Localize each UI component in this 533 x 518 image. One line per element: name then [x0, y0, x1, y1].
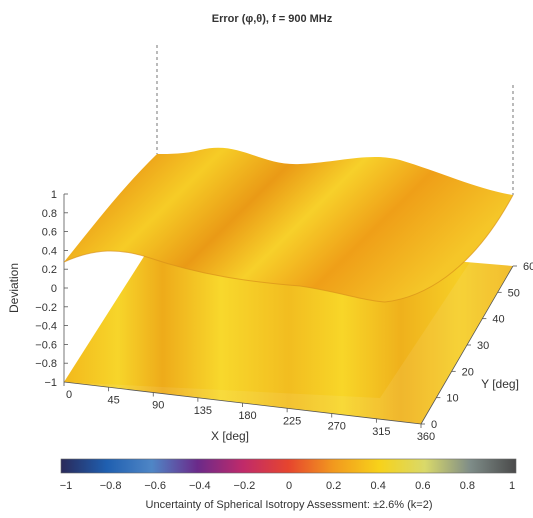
- colorbar-ticks: −1 −0.8 −0.6 −0.4 −0.2 0 0.2 0.4 0.6 0.8 1: [60, 480, 515, 492]
- x-tick-label: 135: [194, 405, 212, 417]
- colorbar-tick-label: 0.8: [460, 480, 475, 492]
- y-tick-label: 10: [446, 393, 458, 405]
- y-axis-ticks: 0 10 20 30 40 50 60: [421, 261, 533, 431]
- z-tick-label: 0.6: [42, 227, 57, 239]
- x-tick-label: 315: [372, 426, 390, 438]
- z-axis-label: Deviation: [7, 263, 21, 313]
- y-tick-label: 20: [462, 366, 474, 378]
- colorbar-tick-label: 0: [286, 480, 292, 492]
- z-tick-label: −0.4: [35, 321, 57, 333]
- x-axis-ticks: 0 45 90 135 180 225 270 315 360: [63, 382, 435, 443]
- colorbar-tick-label: −1: [60, 480, 73, 492]
- y-tick-label: 0: [431, 419, 437, 431]
- z-tick-label: 0.2: [42, 264, 57, 276]
- colorbar-tick-label: 0.4: [371, 480, 386, 492]
- x-tick-label: 45: [108, 394, 120, 406]
- y-tick-label: 40: [492, 314, 504, 326]
- bottom-surface-shading: [64, 262, 513, 424]
- colorbar-tick-label: −0.6: [144, 480, 166, 492]
- colorbar-tick-label: 0.2: [326, 480, 341, 492]
- colorbar-tick-label: −0.8: [100, 480, 122, 492]
- colorbar-tick-label: −0.2: [234, 480, 256, 492]
- colorbar-label: Uncertainty of Spherical Isotropy Assess…: [146, 499, 433, 511]
- colorbar-tick-label: 0.6: [415, 480, 430, 492]
- colorbar-tick-label: −0.4: [189, 480, 211, 492]
- x-tick-label: 270: [328, 421, 346, 433]
- z-tick-label: 0.8: [42, 208, 57, 220]
- z-tick-label: −1: [44, 377, 57, 389]
- colorbar: [60, 458, 517, 474]
- x-tick-label: 0: [66, 389, 72, 401]
- chart-title: Error (φ,θ), f = 900 MHz: [212, 13, 333, 25]
- y-axis-label: Y [deg]: [481, 377, 519, 391]
- z-tick-label: −0.8: [35, 358, 57, 370]
- z-tick-label: 0.4: [42, 245, 57, 257]
- colorbar-tick-label: 1: [509, 480, 515, 492]
- top-surface-front-edge: [63, 194, 514, 303]
- x-axis-label: X [deg]: [211, 429, 249, 443]
- x-tick-label: 90: [152, 400, 164, 412]
- z-tick-label: −0.2: [35, 302, 57, 314]
- z-tick-label: 0: [51, 283, 57, 295]
- top-surface: [64, 147, 513, 302]
- z-tick-label: −0.6: [35, 339, 57, 351]
- z-axis-ticks: −1 −0.8 −0.6 −0.4 −0.2 0 0.2 0.4 0.6 0.8 1: [35, 189, 68, 389]
- y-tick-label: 50: [508, 287, 520, 299]
- x-tick-label: 180: [238, 410, 256, 422]
- y-tick-label: 60: [523, 261, 533, 273]
- x-tick-label: 225: [283, 415, 301, 427]
- x-tick-label: 360: [417, 431, 435, 443]
- y-tick-label: 30: [477, 340, 489, 352]
- z-tick-label: 1: [51, 189, 57, 201]
